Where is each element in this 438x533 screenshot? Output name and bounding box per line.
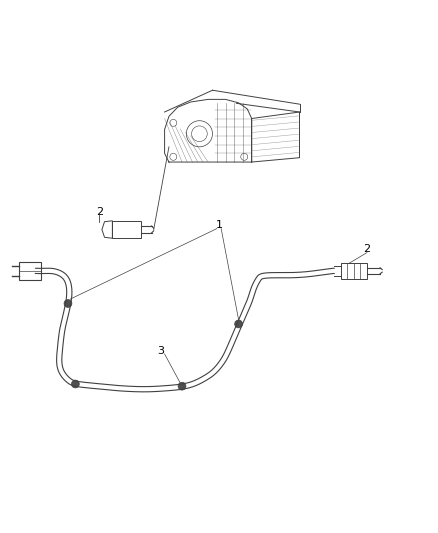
Text: 2: 2 <box>96 207 103 217</box>
Text: 3: 3 <box>157 346 164 357</box>
Circle shape <box>64 300 72 308</box>
Circle shape <box>71 380 79 388</box>
Text: 2: 2 <box>364 244 371 254</box>
Circle shape <box>235 320 243 328</box>
Circle shape <box>178 382 186 390</box>
Text: 1: 1 <box>215 220 223 230</box>
